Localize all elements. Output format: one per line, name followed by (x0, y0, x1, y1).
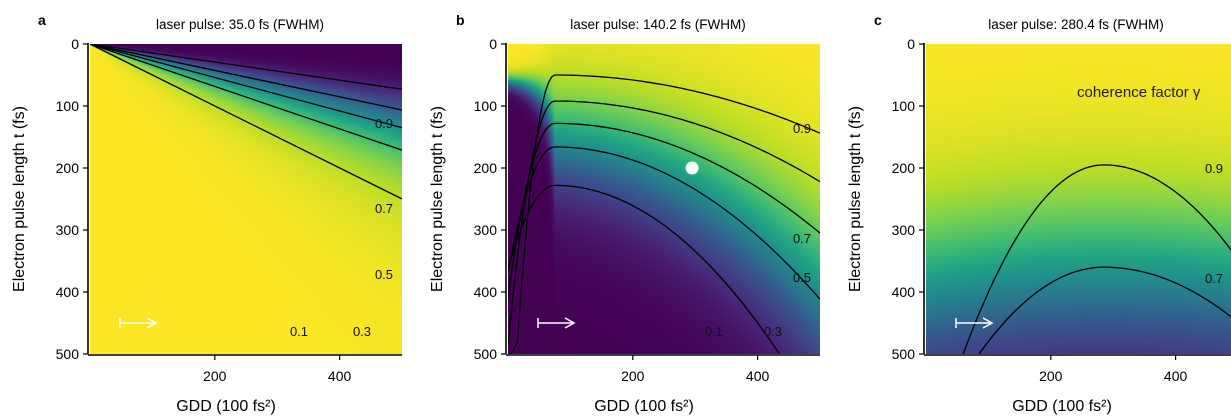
y-tick-label: 0 (71, 36, 79, 52)
annotation-coherence-factor: coherence factor γ (1077, 84, 1201, 101)
contour-label: 0.9 (793, 121, 811, 136)
y-tick-label: 400 (474, 284, 498, 300)
contour-label: 0.9 (1205, 161, 1223, 176)
contour-line-0-1 (90, 44, 402, 90)
contour-label: 0.7 (793, 231, 811, 246)
contour-label: 0.9 (375, 116, 393, 131)
x-tick-label: 400 (328, 368, 352, 384)
y-tick-label: 300 (56, 222, 80, 238)
x-tick-label: 200 (1039, 368, 1063, 384)
x-tick-label: 200 (203, 368, 227, 384)
contour-label: 0.1 (705, 324, 723, 339)
contour-line-0-9 (508, 74, 820, 354)
x-tick-label: 400 (1164, 368, 1188, 384)
contour-line-0-1 (508, 184, 780, 354)
panel-b: 0.1 0.3 0.5 0.7 0.9 0 100 200 300 400 500 200 400 GDD… (429, 12, 820, 415)
contour-label: 0.3 (353, 324, 371, 339)
heatmap-a (90, 44, 402, 354)
y-tick-label: 200 (474, 160, 498, 176)
y-axis-label: Electron pulse length t (fs) (847, 106, 864, 292)
x-axis-label: GDD (100 fs²) (1012, 398, 1112, 415)
panel-title: laser pulse: 35.0 fs (FWHM) (156, 17, 324, 32)
y-tick-label: 100 (892, 98, 916, 114)
y-axis-label: Electron pulse length t (fs) (11, 106, 28, 292)
y-tick-label: 200 (892, 160, 916, 176)
x-tick-label: 400 (746, 368, 770, 384)
y-tick-label: 400 (892, 284, 916, 300)
contour-label: 0.5 (793, 270, 811, 285)
panel-letter: c (874, 12, 882, 28)
y-tick-label: 400 (56, 284, 80, 300)
y-axis-label: Electron pulse length t (fs) (429, 106, 446, 292)
y-tick-label: 500 (56, 346, 80, 362)
contour-line-0-3 (90, 44, 402, 111)
contour-label: 0.1 (290, 324, 308, 339)
y-tick-label: 300 (474, 222, 498, 238)
marker-point (685, 161, 699, 175)
scale-arrow (537, 317, 576, 329)
x-tick-label: 200 (621, 368, 645, 384)
contour-label: 0.5 (375, 267, 393, 282)
y-tick-label: 100 (56, 98, 80, 114)
panel-letter: b (456, 12, 465, 28)
contour-label: 0.7 (1205, 271, 1223, 286)
panel-letter: a (38, 12, 46, 28)
y-tick-label: 500 (474, 346, 498, 362)
contour-line-0-7 (508, 100, 820, 346)
y-tick-label: 0 (489, 36, 497, 52)
y-tick-label: 0 (907, 36, 915, 52)
y-tick-label: 200 (56, 160, 80, 176)
x-axis-label: GDD (100 fs²) (176, 398, 276, 415)
scale-arrow (119, 317, 158, 329)
heatmap-b (508, 44, 820, 354)
contour-line-0-7 (978, 266, 1231, 354)
y-tick-label: 300 (892, 222, 916, 238)
y-tick-label: 100 (474, 98, 498, 114)
x-axis-label: GDD (100 fs²) (594, 398, 694, 415)
panel-title: laser pulse: 140.2 fs (FWHM) (570, 17, 746, 32)
panel-title: laser pulse: 280.4 fs (FWHM) (988, 17, 1164, 32)
contour-line-0-9 (90, 44, 402, 200)
contour-line-0-5 (90, 44, 402, 129)
contour-label: 0.3 (764, 324, 782, 339)
contour-line-0-7 (90, 44, 402, 151)
panel-a: 0.1 0.3 0.5 0.7 0.9 0 100 200 300 400 500 200 400 GDD… (11, 12, 402, 415)
contour-label: 0.7 (375, 201, 393, 216)
contour-line-0-5 (508, 122, 820, 298)
contour-line-0-3 (508, 146, 820, 300)
heatmap-c (926, 44, 1231, 354)
contour-line-0-9 (962, 164, 1231, 354)
scale-arrow (955, 317, 994, 329)
panel-c: 0.7 0.9 0 100 200 300 400 500 200 400 GDD (100 fs²… (847, 12, 1231, 415)
y-tick-label: 500 (892, 346, 916, 362)
